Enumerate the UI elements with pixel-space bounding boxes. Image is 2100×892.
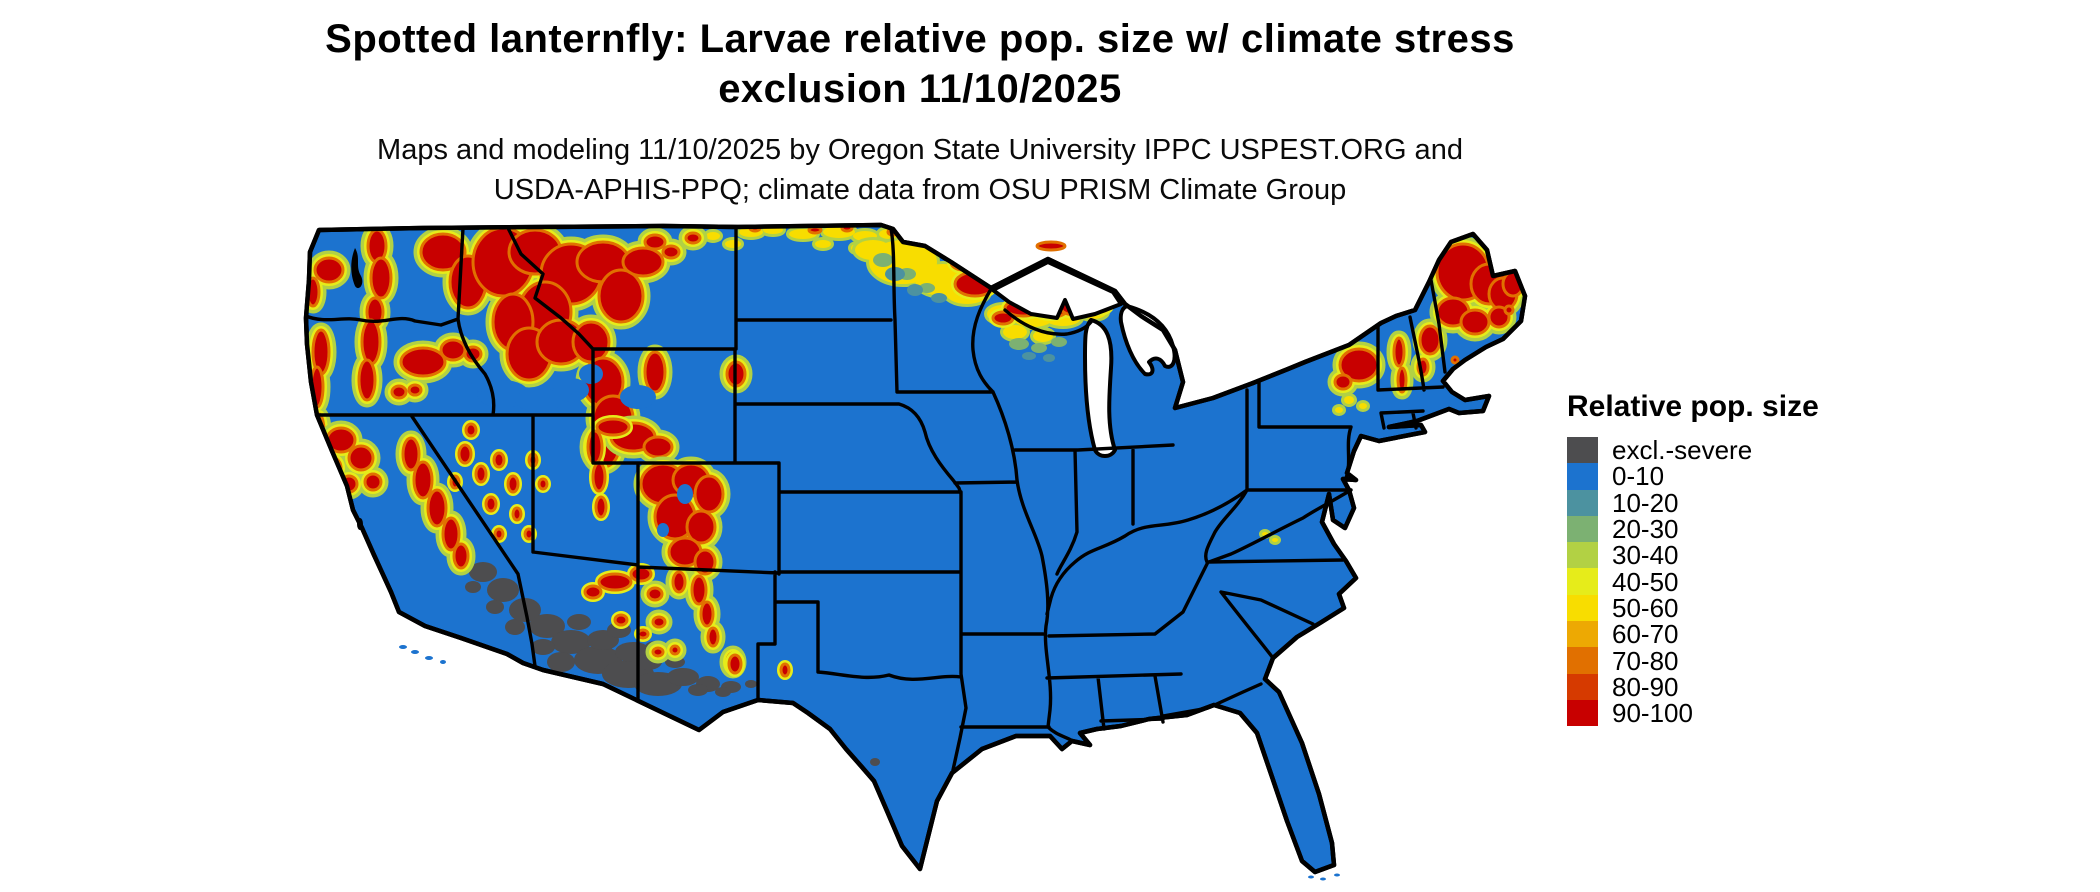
page-title-line1: Spotted lanternfly: Larvae relative pop.… <box>325 17 1515 61</box>
legend-label: 40-50 <box>1612 566 1679 597</box>
legend-label: 10-20 <box>1612 487 1679 518</box>
legend-row: 60-70 <box>1567 619 1819 650</box>
legend-swatch <box>1567 673 1598 700</box>
legend-label: 30-40 <box>1612 540 1679 571</box>
legend-label: 70-80 <box>1612 645 1679 676</box>
legend-row: 90-100 <box>1567 698 1819 729</box>
legend-row: 50-60 <box>1567 592 1819 623</box>
page-title-line2: exclusion 11/10/2025 <box>718 67 1122 111</box>
legend: Relative pop. size excl.-severe 0-10 10-20… <box>1567 390 1819 729</box>
legend-swatch <box>1567 699 1598 727</box>
puget-sound <box>351 248 363 289</box>
channel-islands-and-keys <box>399 645 1340 881</box>
legend-row: 20-30 <box>1567 514 1819 545</box>
legend-label: 90-100 <box>1612 698 1693 729</box>
monterey-bay <box>357 518 363 530</box>
legend-label: 20-30 <box>1612 514 1679 545</box>
great-lakes <box>991 260 1177 458</box>
legend-swatch <box>1567 568 1598 595</box>
legend-swatch <box>1567 515 1598 543</box>
legend-row: excl.-severe <box>1567 435 1819 466</box>
legend-rows: excl.-severe 0-10 10-20 20-30 30-40 40-50 50-6… <box>1567 435 1819 729</box>
legend-row: 80-90 <box>1567 671 1819 702</box>
isle-royale-red-sliver <box>1035 240 1067 252</box>
legend-swatch <box>1567 647 1598 674</box>
legend-label: excl.-severe <box>1612 435 1753 466</box>
legend-label: 60-70 <box>1612 619 1679 650</box>
legend-row: 10-20 <box>1567 487 1819 518</box>
us-map-svg <box>303 222 1535 881</box>
legend-swatch <box>1567 437 1598 464</box>
us-map <box>303 222 1535 886</box>
legend-row: 30-40 <box>1567 540 1819 571</box>
lake-michigan <box>1083 318 1117 458</box>
header: Spotted lanternfly: Larvae relative pop.… <box>170 14 1670 210</box>
subtitle-line1: Maps and modeling 11/10/2025 by Oregon S… <box>377 134 1463 166</box>
legend-swatch <box>1567 621 1598 648</box>
legend-swatch <box>1567 489 1598 516</box>
legend-label: 0-10 <box>1612 461 1665 492</box>
legend-swatch <box>1567 594 1598 622</box>
legend-label: 80-90 <box>1612 671 1679 702</box>
legend-label: 50-60 <box>1612 592 1679 623</box>
legend-swatch <box>1567 542 1598 569</box>
legend-title: Relative pop. size <box>1567 390 1819 423</box>
subtitle: Maps and modeling 11/10/2025 by Oregon S… <box>170 130 1670 210</box>
legend-row: 0-10 <box>1567 461 1819 492</box>
subtitle-line2: USDA-APHIS-PPQ; climate data from OSU PR… <box>493 174 1347 206</box>
legend-swatch <box>1567 463 1598 490</box>
legend-row: 40-50 <box>1567 566 1819 597</box>
legend-row: 70-80 <box>1567 645 1819 676</box>
